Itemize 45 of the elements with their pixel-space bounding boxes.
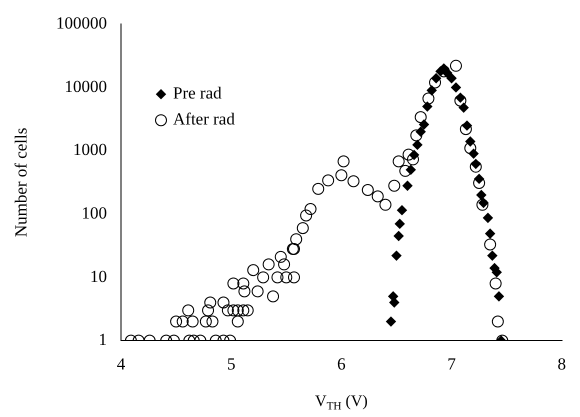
y-tick-label: 10000	[64, 76, 107, 96]
point	[419, 120, 430, 130]
point	[396, 205, 407, 216]
y-tick-label: 1000	[73, 140, 107, 160]
point	[416, 126, 426, 137]
point	[465, 136, 476, 147]
point	[476, 190, 486, 200]
point	[402, 180, 412, 191]
x-tick-label: 7	[447, 354, 456, 374]
y-tick-label: 1	[98, 330, 107, 350]
y-tick-label: 100000	[56, 14, 107, 33]
y-tick-label: 10	[90, 266, 107, 286]
point	[386, 316, 396, 327]
legend-label: Pre rad	[173, 84, 222, 103]
point	[455, 92, 466, 103]
point	[485, 228, 496, 239]
point	[412, 140, 422, 150]
point	[458, 102, 469, 113]
point	[450, 82, 461, 92]
point	[426, 85, 437, 96]
point	[446, 73, 457, 84]
point	[409, 150, 420, 160]
y-tick-label: 100	[82, 204, 107, 223]
x-tick-label: 4	[116, 354, 126, 374]
point	[468, 148, 479, 159]
point	[442, 68, 452, 78]
x-tick-label: 8	[558, 354, 566, 374]
y-axis-title: Number of cells	[11, 128, 30, 238]
point	[391, 250, 402, 261]
point	[462, 120, 472, 131]
point	[422, 102, 432, 112]
point	[431, 73, 442, 84]
point	[389, 298, 400, 308]
legend-label: After rad	[173, 110, 236, 129]
point	[487, 250, 498, 261]
point	[478, 198, 489, 208]
point	[394, 218, 405, 229]
point	[494, 291, 504, 302]
point	[406, 164, 416, 175]
x-tick-label: 5	[226, 354, 236, 374]
point	[474, 174, 484, 184]
point	[394, 230, 404, 241]
point	[482, 212, 493, 223]
x-tick-label: 6	[337, 354, 346, 374]
point	[470, 158, 481, 169]
